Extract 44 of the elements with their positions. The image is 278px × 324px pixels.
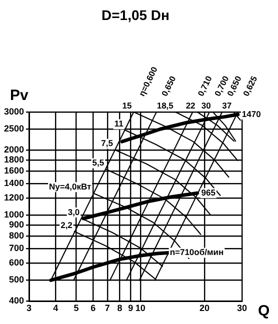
series-label: 22 xyxy=(186,100,196,110)
y-tick-label: 900 xyxy=(8,220,24,230)
y-tick-label: 400 xyxy=(8,296,24,306)
series-label: 1470 xyxy=(242,108,262,119)
text: 0,650 xyxy=(159,74,178,98)
text: 0,710 xyxy=(196,74,214,98)
x-tick-label: 9 xyxy=(128,303,134,314)
series-label: 18,5 xyxy=(156,100,174,110)
y-tick-label: 1600 xyxy=(4,166,24,176)
series-label: 3,0 xyxy=(68,206,80,217)
series-label: 5,5 xyxy=(92,158,104,168)
x-tick-label: 10 xyxy=(135,303,146,314)
x-tick-label: 30 xyxy=(236,303,248,314)
series-label: Ny=4,0кВт xyxy=(49,181,92,192)
y-tick-label: 600 xyxy=(8,258,24,268)
x-tick-label: 20 xyxy=(199,303,210,314)
y-tick-label: 2500 xyxy=(4,124,24,134)
series-label: 965 xyxy=(201,187,216,198)
x-tick-label: 7 xyxy=(104,303,110,314)
y-tick-label: 2000 xyxy=(4,144,24,155)
x-tick-label: 6 xyxy=(90,303,96,314)
y-axis-title: Pv xyxy=(10,87,30,104)
series-label: 37 xyxy=(222,100,232,110)
y-tick-label: 1400 xyxy=(4,178,24,188)
x-tick-label: 3 xyxy=(26,303,32,314)
series-label: 15 xyxy=(122,100,132,110)
y-tick-label: 1200 xyxy=(4,192,24,203)
y-tick-label: 500 xyxy=(8,274,24,285)
y-tick-label: 800 xyxy=(8,230,24,241)
x-tick-label: 4 xyxy=(53,303,58,314)
series-label: 30 xyxy=(201,100,212,110)
x-tick-label: 8 xyxy=(117,303,122,314)
x-axis-title: Q xyxy=(258,302,270,320)
chart-title: D=1,05 Dн xyxy=(102,6,170,23)
series-label: n=710об/мин xyxy=(170,247,224,258)
text: 0,625 xyxy=(240,74,260,98)
x-tick-label: 5 xyxy=(74,303,79,314)
series-label: 2,2 xyxy=(60,220,73,230)
y-tick-label: 3000 xyxy=(4,106,24,116)
y-tick-label: 700 xyxy=(8,243,24,254)
series-label: 11 xyxy=(114,118,124,129)
y-tick-label: 1800 xyxy=(4,154,24,164)
series-label: 7,5 xyxy=(101,138,114,148)
y-tick-label: 1000 xyxy=(4,210,24,220)
